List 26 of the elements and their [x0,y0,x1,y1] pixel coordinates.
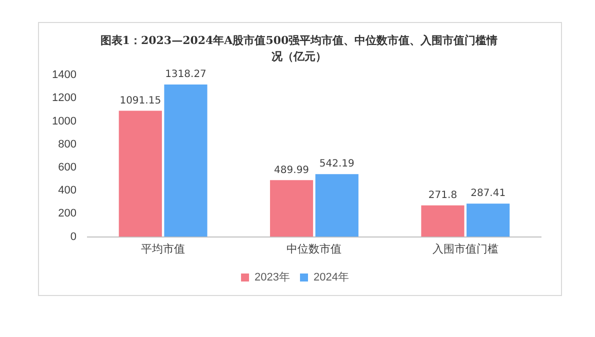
y-tick-label: 400 [58,184,76,197]
data-label: 271.8 [428,190,458,201]
y-tick-label: 1000 [52,115,76,128]
y-tick-label: 1400 [52,69,76,82]
bar [270,180,314,237]
bar [315,174,358,237]
legend-label: 2024年 [314,272,349,284]
x-tick-label: 中位数市值 [286,242,342,256]
y-tick-label: 600 [58,161,76,174]
data-label: 1318.27 [165,69,206,80]
y-tick-label: 0 [70,230,76,243]
x-tick-label: 平均市值 [141,242,186,256]
y-tick-label: 800 [58,138,76,150]
legend-label: 2023年 [254,272,290,284]
bar [421,205,464,237]
data-label: 1091.15 [120,95,162,106]
chart-title: 图表1：2023—2024年A股市值500强平均市值、中位数市值、入围市值门槛情况（亿元） [99,33,499,65]
data-label: 287.41 [470,188,506,200]
y-tick-label: 200 [58,208,76,220]
data-label: 542.19 [319,158,354,170]
y-tick-label: 1200 [52,92,76,104]
data-label: 489.99 [274,164,310,176]
bar [466,204,510,237]
bar [118,110,162,237]
bar [164,84,208,237]
x-tick-label: 入围市值门槛 [432,242,498,256]
